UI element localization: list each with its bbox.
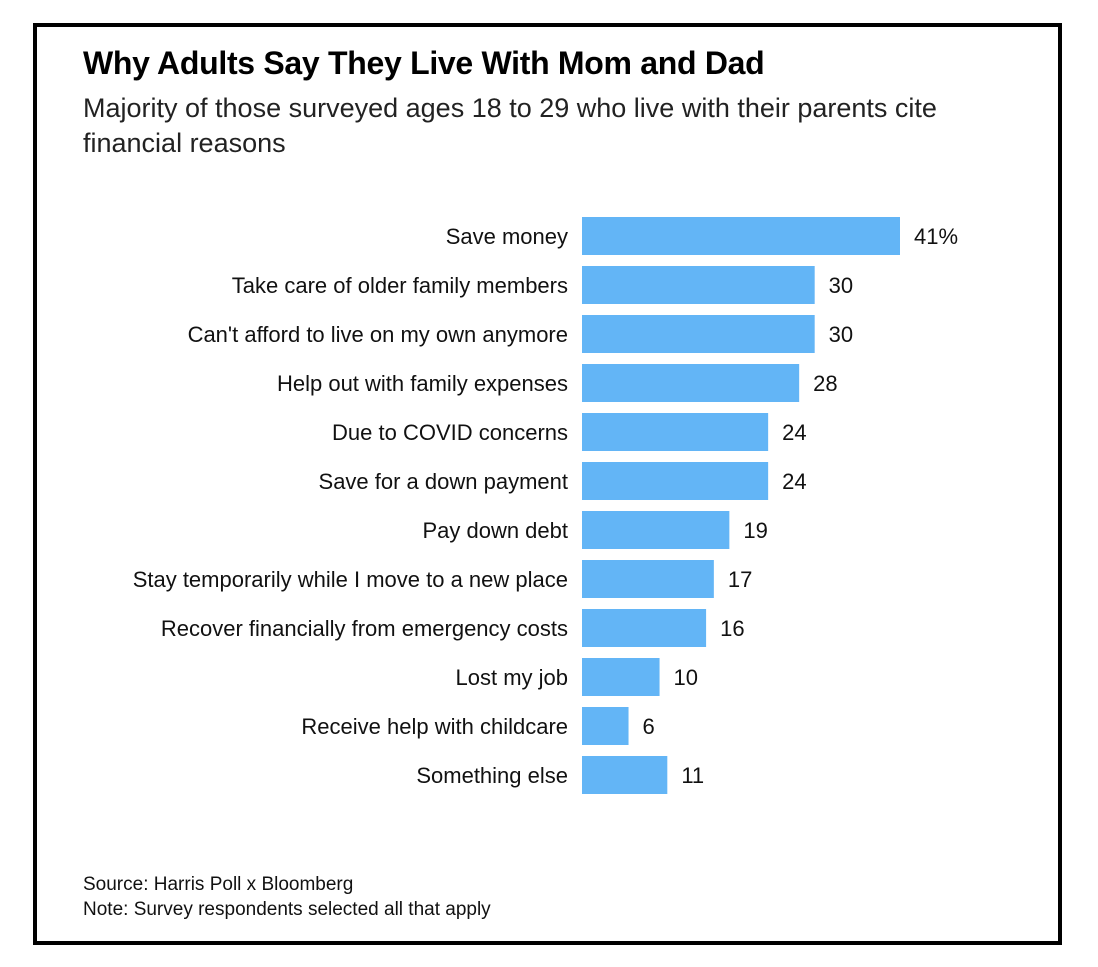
value-label: 24 [782,420,806,445]
bar [582,511,730,549]
note-text: Note: Survey respondents selected all th… [83,899,491,920]
value-label: 30 [829,322,853,347]
category-label: Save for a down payment [319,469,568,494]
value-label: 24 [782,469,806,494]
value-label: 30 [829,273,853,298]
value-label: 19 [743,518,767,543]
value-label: 41% [914,224,958,249]
value-label: 17 [728,567,752,592]
bar [582,707,629,745]
category-label: Pay down debt [422,518,568,543]
category-label: Help out with family expenses [277,371,568,396]
bar [582,413,769,451]
category-label: Can't afford to live on my own anymore [188,322,568,347]
source-text: Source: Harris Poll x Bloomberg [83,874,354,895]
category-label: Recover financially from emergency costs [161,616,568,641]
category-label: Due to COVID concerns [332,420,568,445]
chart-title: Why Adults Say They Live With Mom and Da… [83,45,765,81]
bar [582,462,769,500]
value-label: 28 [813,371,837,396]
chart-subtitle: Majority of those surveyed ages 18 to 29… [83,93,937,158]
bar [582,266,815,304]
chart-footer: Source: Harris Poll x Bloomberg Note: Su… [83,872,491,922]
category-label: Save money [446,224,568,249]
value-label: 11 [681,763,704,788]
category-label: Lost my job [456,665,569,690]
value-label: 6 [643,714,655,739]
bar [582,658,660,696]
bar [582,560,714,598]
bar [582,315,815,353]
value-label: 10 [674,665,698,690]
category-label: Something else [416,763,568,788]
bar-chart: Save money 41% Take care of older family m… [133,217,958,794]
bar [582,364,800,402]
bar [582,217,900,255]
bar [582,609,707,647]
category-label: Take care of older family members [232,273,568,298]
bar [582,756,668,794]
category-label: Receive help with childcare [301,714,568,739]
category-label: Stay temporarily while I move to a new p… [133,567,568,592]
chart-frame: Why Adults Say They Live With Mom and Da… [33,23,1062,945]
value-label: 16 [720,616,744,641]
